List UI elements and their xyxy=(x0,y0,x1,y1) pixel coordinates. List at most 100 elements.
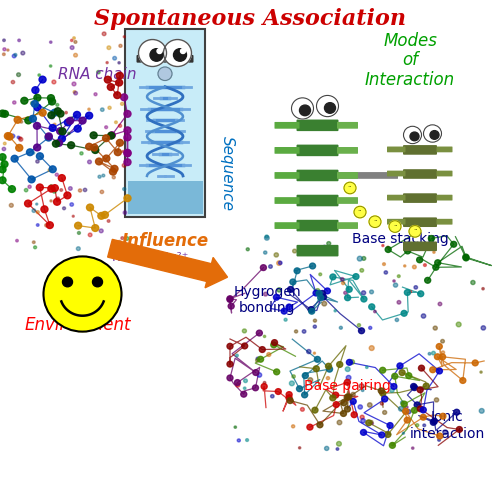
Circle shape xyxy=(326,366,332,372)
Circle shape xyxy=(326,363,332,369)
Circle shape xyxy=(400,401,404,404)
Circle shape xyxy=(39,76,46,83)
Circle shape xyxy=(21,51,25,55)
Circle shape xyxy=(344,379,350,385)
Circle shape xyxy=(34,144,40,151)
Circle shape xyxy=(370,290,374,294)
Circle shape xyxy=(287,398,293,403)
Circle shape xyxy=(16,73,20,77)
FancyBboxPatch shape xyxy=(274,172,299,179)
Circle shape xyxy=(124,137,126,140)
FancyBboxPatch shape xyxy=(337,222,358,229)
FancyBboxPatch shape xyxy=(436,195,452,201)
Circle shape xyxy=(236,354,238,357)
Circle shape xyxy=(44,224,48,227)
Circle shape xyxy=(74,54,78,57)
Circle shape xyxy=(433,265,439,270)
Circle shape xyxy=(438,439,440,441)
Circle shape xyxy=(74,92,78,95)
FancyBboxPatch shape xyxy=(337,197,358,204)
Circle shape xyxy=(34,246,36,249)
Circle shape xyxy=(319,273,322,276)
Circle shape xyxy=(242,329,246,333)
Text: Na⁺/K⁺/Mg²⁺: Na⁺/K⁺/Mg²⁺ xyxy=(112,252,188,264)
Circle shape xyxy=(368,326,372,329)
Circle shape xyxy=(64,119,71,126)
Circle shape xyxy=(88,160,92,164)
Circle shape xyxy=(64,192,71,199)
Text: ··: ·· xyxy=(373,218,378,224)
Circle shape xyxy=(36,224,39,227)
Circle shape xyxy=(106,62,108,64)
Circle shape xyxy=(50,200,52,202)
Circle shape xyxy=(46,133,52,140)
Circle shape xyxy=(288,286,294,292)
Circle shape xyxy=(423,383,429,389)
Circle shape xyxy=(122,163,126,167)
Circle shape xyxy=(330,274,336,280)
Circle shape xyxy=(124,159,131,165)
FancyBboxPatch shape xyxy=(403,145,437,155)
Circle shape xyxy=(107,46,111,50)
Text: interaction: interaction xyxy=(410,427,485,441)
Circle shape xyxy=(48,112,55,119)
Circle shape xyxy=(70,117,73,119)
Circle shape xyxy=(294,268,300,274)
Circle shape xyxy=(121,237,124,240)
Circle shape xyxy=(390,388,394,392)
Circle shape xyxy=(382,244,384,247)
Circle shape xyxy=(308,307,314,312)
Circle shape xyxy=(346,360,352,365)
Circle shape xyxy=(92,277,102,287)
Circle shape xyxy=(227,361,233,367)
Circle shape xyxy=(58,174,66,181)
Circle shape xyxy=(418,291,424,296)
Text: Environment: Environment xyxy=(24,316,131,335)
Circle shape xyxy=(52,80,56,84)
Circle shape xyxy=(14,54,17,56)
Circle shape xyxy=(48,185,55,192)
Circle shape xyxy=(434,354,440,360)
Circle shape xyxy=(430,419,436,425)
Circle shape xyxy=(86,204,94,211)
Circle shape xyxy=(336,442,342,446)
Circle shape xyxy=(114,149,121,156)
Circle shape xyxy=(246,439,248,442)
Circle shape xyxy=(416,257,422,263)
Circle shape xyxy=(274,369,280,375)
Circle shape xyxy=(36,160,39,163)
Circle shape xyxy=(50,115,54,119)
Circle shape xyxy=(428,352,431,355)
Circle shape xyxy=(404,265,406,267)
Circle shape xyxy=(360,268,364,272)
Circle shape xyxy=(334,309,336,312)
Circle shape xyxy=(307,424,313,430)
Circle shape xyxy=(336,362,342,367)
Circle shape xyxy=(399,370,405,375)
Circle shape xyxy=(320,291,326,296)
Circle shape xyxy=(88,233,92,237)
Circle shape xyxy=(395,318,398,321)
Circle shape xyxy=(346,375,351,380)
Circle shape xyxy=(437,433,443,439)
Circle shape xyxy=(436,368,442,374)
Circle shape xyxy=(102,174,105,177)
Circle shape xyxy=(30,115,36,122)
Text: of: of xyxy=(402,51,418,69)
Circle shape xyxy=(50,41,52,43)
Text: Base stacking: Base stacking xyxy=(352,231,448,246)
Circle shape xyxy=(264,292,268,296)
Circle shape xyxy=(412,385,418,390)
Circle shape xyxy=(414,286,418,289)
Circle shape xyxy=(463,254,469,260)
Circle shape xyxy=(292,98,314,119)
FancyBboxPatch shape xyxy=(403,193,437,203)
Circle shape xyxy=(20,120,22,123)
Circle shape xyxy=(310,263,316,269)
Circle shape xyxy=(436,344,442,349)
Circle shape xyxy=(416,424,419,427)
Circle shape xyxy=(369,216,381,228)
Circle shape xyxy=(52,185,59,191)
Circle shape xyxy=(34,122,40,129)
Circle shape xyxy=(424,125,442,142)
